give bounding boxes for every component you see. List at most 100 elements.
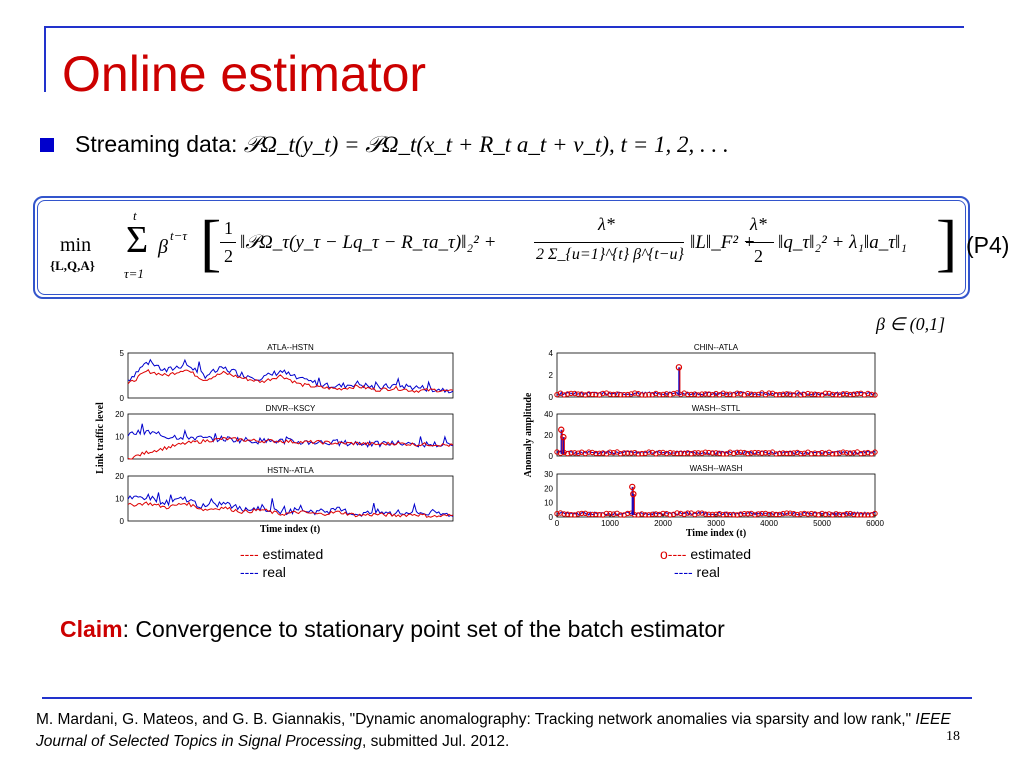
claim-line: Claim: Convergence to stationary point s… [60,616,725,643]
right-panel-ytick-0-2: 2 [549,371,554,380]
right-panel-ytick-2-10: 10 [544,499,553,508]
left-panel-0-series-real [127,358,454,394]
bullet-label: Streaming data: [75,131,238,157]
right-panel-1-marker [639,450,645,457]
right-panel-1-marker [801,450,807,456]
right-panel-2-marker [706,511,712,517]
legend-right: o---- estimated ---- real [660,545,751,581]
right-panel-1-marker [589,449,595,456]
right-panel-1-marker [762,450,769,456]
right-panel-1-marker [837,450,843,456]
right-panel-2-marker [776,511,783,518]
legend-right-estimated: o---- estimated [660,546,752,562]
right-panel-0-marker [776,391,783,398]
right-panel-0-marker [854,391,860,397]
eq-half-num: 1 [224,218,233,238]
right-panel-2-marker [808,510,815,517]
right-panel-1-marker [766,450,772,456]
right-panel-0-marker [787,391,793,397]
right-panel-1-marker [695,450,701,456]
right-panel-2-marker [720,512,726,518]
right-panel-1-marker [738,449,744,455]
right-panel-1-marker [660,449,666,456]
right-panel-2-marker [854,512,860,518]
right-panel-1-marker [702,449,709,455]
right-panel-frame-1 [556,413,876,457]
eq-weight-exp: t−τ [170,228,188,243]
right-panel-2-marker [833,511,839,517]
right-panel-2-marker [695,510,701,516]
right-panel-1-marker [621,450,627,456]
right-panel-2-marker [840,512,846,518]
right-panel-1-marker [755,450,762,456]
right-panel-1-marker [858,450,864,457]
right-panel-2-marker [784,510,790,516]
right-panel-1-marker [699,450,705,456]
right-panel-0-marker [582,392,588,398]
eq-sum-bottom: τ=1 [124,266,144,281]
right-panel-ytick-1-0: 0 [549,452,554,461]
left-panel-title-1: DNVR--KSCY [266,404,316,413]
right-panel-2-marker [847,510,853,517]
right-panel-ytick-2-30: 30 [544,470,553,479]
right-panel-0-real-baseline [557,391,876,397]
right-panel-2-marker [734,512,740,518]
right-panel-2-marker [709,511,716,518]
right-panel-0-marker [868,391,875,398]
right-panel-1-marker [692,450,698,456]
right-panel-1-spike-marker-0 [558,426,565,433]
right-panel-1-marker [586,449,592,455]
right-panel-1-marker [745,450,751,457]
right-panel-1-marker [713,450,719,456]
right-panel-0-marker [851,391,857,397]
eq-min: min [60,234,92,256]
right-panel-2-marker [745,511,751,517]
claim-text: : Convergence to stationary point set of… [122,616,725,642]
right-panel-2-marker [812,511,818,517]
right-panel-0-marker [628,391,634,397]
eq-lambda-line [534,242,684,243]
right-panel-1-marker [819,450,825,456]
right-panel-0-marker [808,391,815,397]
eq-weight: β [158,236,168,258]
right-panel-2-marker [759,510,765,517]
right-panel-0-marker [614,391,620,397]
right-panel-0-marker [632,390,638,396]
left-panel-ytick-2-0: 0 [120,517,125,526]
right-panel-0-marker [589,391,595,398]
right-panel-2-marker [642,512,648,518]
eq-lambda2-num: λ* [750,214,767,234]
right-panel-1-spike-marker-1 [560,433,567,441]
right-panel-2-marker [773,511,779,518]
right-xlabel: Time index (t) [686,528,746,539]
right-panel-2-marker [685,510,691,516]
right-xtick-0: 0 [555,519,560,528]
right-panel-2-marker [678,510,684,517]
right-panel-0-marker [625,391,631,398]
title-left-bar [44,26,46,92]
right-panel-frame-0 [556,352,876,398]
right-panel-2-marker [586,511,592,518]
right-panel-0-marker [837,392,843,398]
right-panel-0-marker [692,391,698,397]
right-panel-0-marker [734,390,740,396]
right-panel-1-marker [709,450,716,456]
eq-frob-term: ‖L‖_F² + [690,232,756,253]
right-panel-1-marker [720,451,726,457]
right-panel-1-marker [773,451,779,457]
eq-lambda-num: λ* [598,214,615,234]
right-panel-2-marker [625,510,631,517]
right-panel-0-marker [579,391,585,397]
bullet-formula: 𝒫Ω_t(y_t) = 𝒫Ω_t(x_t + R_t a_t + v_t), t… [243,132,729,157]
title-bar-line [44,26,964,28]
right-panel-2-marker [822,511,829,517]
right-panel-1-marker [674,450,680,457]
right-panel-0-marker [826,390,832,397]
right-xtick-3000: 3000 [707,519,725,528]
right-panel-1-marker [872,449,878,455]
right-panel-2-marker [610,511,617,517]
right-panel-ytick-1-40: 40 [544,410,553,419]
right-panel-2-marker [702,511,709,517]
right-panel-2-marker [829,512,836,518]
equation-p4: min {L,Q,A} t Σ τ=1 β t−τ [ 1 2 ‖𝒫Ω_τ(y_… [50,206,957,294]
